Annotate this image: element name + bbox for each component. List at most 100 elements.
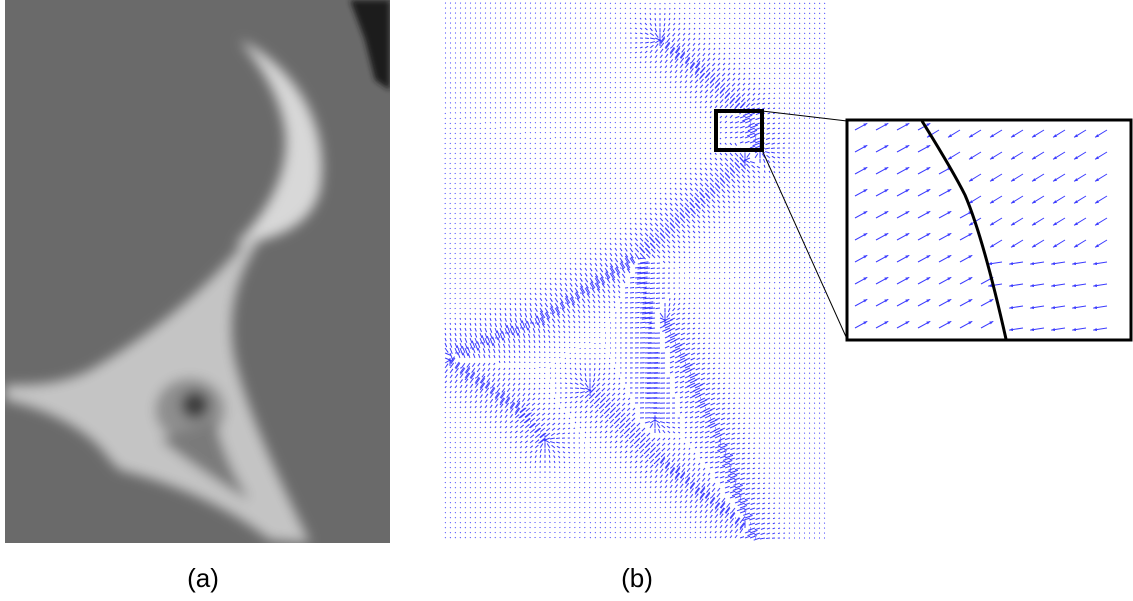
vector (585, 163, 586, 164)
vector (592, 383, 595, 388)
vector (490, 492, 491, 493)
vector (529, 357, 530, 358)
vector (585, 368, 586, 371)
vector (565, 373, 566, 374)
vector (625, 193, 626, 194)
vector (625, 233, 626, 235)
vector (560, 273, 561, 275)
vector (544, 388, 545, 389)
vector (615, 537, 616, 538)
vector (657, 255, 660, 258)
vector (450, 537, 451, 538)
vector (643, 303, 650, 304)
vector (529, 351, 530, 353)
vector (660, 55, 662, 58)
vector (445, 343, 447, 347)
vector (630, 537, 631, 538)
vector (620, 112, 621, 113)
vector (614, 296, 615, 298)
vector (665, 168, 666, 169)
vector (595, 77, 596, 78)
vector (667, 453, 670, 457)
vector (575, 97, 576, 98)
vector (535, 168, 536, 169)
vector (670, 522, 671, 523)
vector (585, 378, 587, 382)
vector (595, 263, 597, 266)
vector (524, 340, 525, 343)
vector (525, 263, 526, 264)
vector (470, 527, 471, 528)
vector (475, 482, 476, 483)
vector (500, 203, 501, 204)
vector (554, 408, 555, 409)
vector (570, 278, 572, 281)
vector (625, 127, 626, 128)
vector (490, 168, 491, 169)
vector (589, 327, 590, 328)
vector (565, 223, 566, 224)
vector (534, 334, 535, 338)
vector (543, 408, 545, 410)
vector (558, 418, 560, 419)
vector (480, 128, 481, 129)
vector (595, 447, 596, 448)
vector (540, 283, 541, 284)
vector (570, 122, 571, 123)
vector (530, 238, 531, 239)
vector (500, 193, 501, 194)
vector (615, 218, 616, 219)
vector (535, 223, 536, 224)
vector (665, 480, 667, 483)
vector (610, 419, 614, 423)
vector (520, 452, 521, 453)
vector (455, 128, 456, 129)
vector (635, 466, 637, 468)
vector (605, 158, 606, 159)
vector (490, 427, 491, 428)
vector (460, 527, 461, 528)
vector (495, 188, 496, 189)
vector (470, 507, 471, 508)
vector (520, 183, 521, 184)
vector (510, 188, 511, 189)
vector (675, 92, 676, 93)
vector (623, 393, 625, 395)
vector (650, 293, 655, 294)
vector (660, 463, 664, 468)
vector (625, 158, 626, 159)
vector (470, 422, 471, 423)
vector (605, 203, 606, 204)
vector (595, 213, 596, 214)
vector (565, 243, 566, 244)
vector (590, 437, 591, 438)
vector (492, 378, 495, 382)
vector (607, 388, 610, 391)
vector (639, 443, 645, 449)
vector (635, 433, 640, 438)
vector (645, 8, 646, 9)
vector (610, 462, 611, 463)
vector (619, 296, 620, 298)
vector (535, 193, 536, 194)
vector (570, 183, 571, 184)
vector (535, 308, 537, 312)
vector (545, 178, 546, 179)
vector (495, 447, 496, 448)
vector (570, 148, 571, 149)
vector (500, 228, 501, 229)
vector (553, 413, 555, 414)
vector (515, 158, 516, 159)
vector (590, 452, 591, 453)
vector (549, 383, 550, 384)
vector (670, 87, 671, 88)
vector (635, 33, 637, 34)
vector (535, 238, 536, 239)
vector (445, 442, 446, 443)
vector (605, 507, 606, 508)
vector (470, 123, 471, 124)
vector (620, 208, 621, 209)
vector (615, 193, 616, 194)
vector (595, 178, 596, 179)
vector (655, 223, 658, 226)
